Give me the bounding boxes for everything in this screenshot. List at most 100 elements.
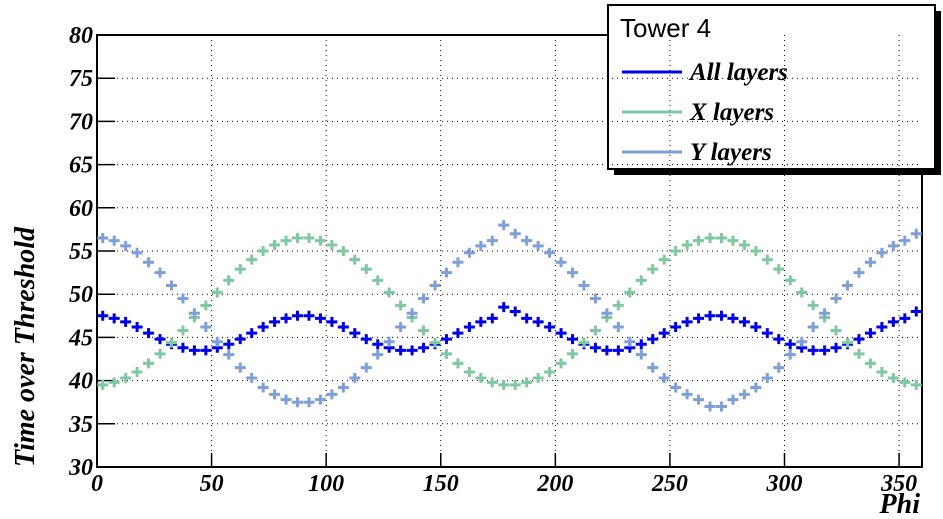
legend-label: Y layers	[690, 139, 772, 166]
data-point	[555, 328, 567, 339]
data-point	[337, 322, 349, 333]
data-point	[120, 373, 132, 384]
data-point	[589, 293, 601, 304]
data-point	[223, 349, 235, 360]
data-point	[693, 394, 705, 405]
data-point	[314, 313, 326, 324]
data-point	[303, 397, 315, 408]
data-point	[97, 379, 109, 390]
data-point	[658, 254, 670, 265]
data-point	[876, 322, 888, 333]
data-point	[693, 235, 705, 246]
data-point	[887, 240, 899, 251]
data-point	[440, 334, 452, 345]
x-tick-label: 350	[880, 471, 917, 497]
data-point	[727, 313, 739, 324]
data-point	[337, 246, 349, 256]
data-point	[887, 316, 899, 327]
data-point	[567, 348, 579, 359]
data-point	[440, 267, 452, 278]
data-point	[555, 257, 567, 268]
data-point	[750, 382, 762, 393]
data-point	[303, 310, 315, 321]
data-point	[761, 328, 773, 339]
y-axis-label: Time over Threshold	[10, 226, 41, 467]
data-point	[864, 358, 876, 369]
data-point	[326, 239, 338, 250]
data-point	[452, 257, 464, 268]
data-point	[418, 325, 430, 336]
data-point	[188, 345, 200, 356]
data-point	[647, 362, 659, 373]
data-point	[383, 336, 395, 347]
data-point	[108, 235, 120, 246]
data-point	[601, 308, 613, 319]
legend-label: X layers	[689, 99, 774, 126]
data-point	[200, 322, 212, 333]
data-point	[910, 306, 922, 317]
data-point	[165, 337, 177, 348]
data-point	[131, 366, 143, 377]
data-point	[486, 377, 498, 388]
data-point	[314, 394, 326, 405]
data-point	[303, 233, 315, 244]
data-point	[910, 228, 922, 239]
data-point	[292, 233, 304, 244]
data-point	[544, 322, 556, 333]
data-point	[475, 240, 487, 251]
data-point	[727, 394, 739, 405]
x-tick-label: 300	[766, 471, 803, 497]
data-point	[349, 328, 361, 339]
data-point	[475, 373, 487, 384]
data-point	[177, 293, 189, 304]
data-point	[349, 373, 361, 384]
data-point	[819, 308, 831, 319]
data-point	[429, 280, 441, 291]
y-tick-label: 35	[68, 412, 93, 438]
y-tick-label: 65	[69, 153, 93, 179]
data-point	[532, 373, 544, 384]
data-point	[784, 339, 796, 350]
y-tick-label: 40	[68, 369, 93, 395]
x-tick-label: 100	[308, 471, 344, 497]
data-point	[830, 342, 842, 353]
data-point	[406, 308, 418, 319]
data-point	[406, 345, 418, 356]
data-point	[727, 235, 739, 246]
data-point	[383, 287, 395, 298]
data-point	[418, 293, 430, 304]
x-axis-label: Phi	[879, 489, 921, 519]
data-point	[177, 325, 189, 336]
x-tick-label: 250	[651, 471, 688, 497]
data-point	[246, 328, 258, 339]
data-point	[349, 254, 361, 265]
data-point	[647, 334, 659, 345]
data-point	[418, 342, 430, 353]
data-point	[509, 228, 521, 239]
data-point	[120, 240, 132, 251]
data-point	[589, 325, 601, 336]
data-point	[475, 316, 487, 327]
data-point	[131, 247, 143, 258]
data-point	[246, 373, 258, 384]
data-point	[738, 316, 750, 327]
data-point	[544, 366, 556, 377]
data-point	[498, 379, 510, 390]
x-tick-label: 0	[91, 471, 103, 497]
data-point	[452, 358, 464, 369]
data-point	[635, 339, 647, 350]
data-point	[131, 322, 143, 333]
data-point	[108, 377, 120, 388]
data-point	[234, 334, 246, 345]
data-point	[108, 313, 120, 324]
data-point	[463, 322, 475, 333]
data-point	[853, 267, 865, 278]
data-point	[612, 300, 624, 311]
data-point	[234, 264, 246, 275]
data-point	[314, 235, 326, 246]
data-point	[681, 389, 693, 400]
data-point	[154, 267, 166, 278]
data-point	[842, 280, 854, 291]
data-point	[670, 382, 682, 393]
data-point	[280, 313, 292, 324]
